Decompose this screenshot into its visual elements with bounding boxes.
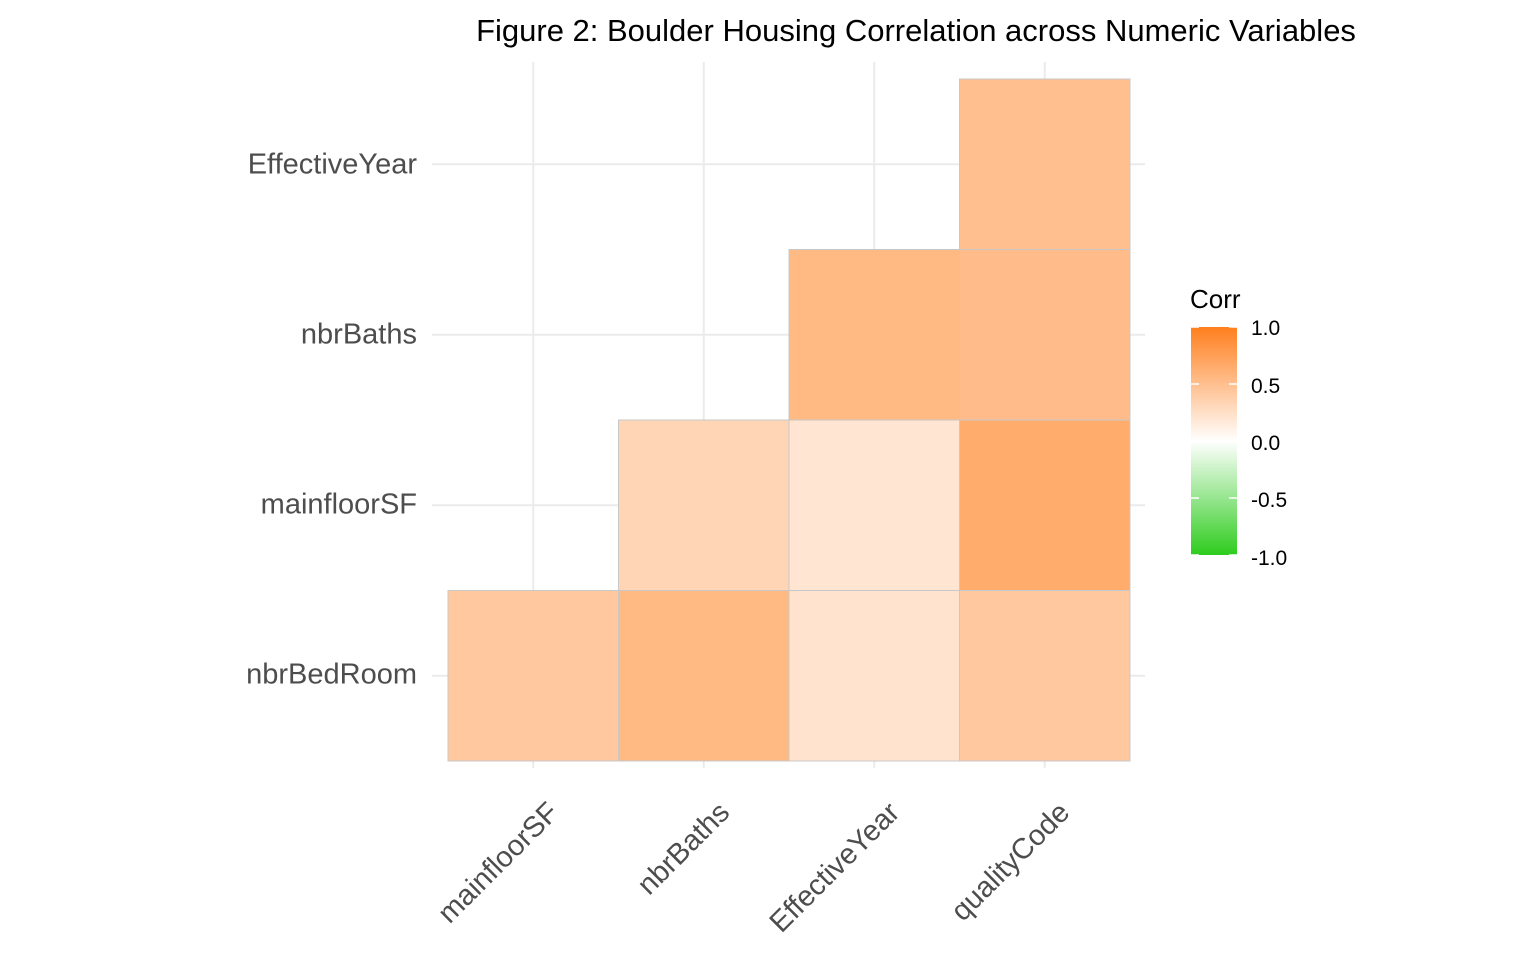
legend-title: Corr (1190, 284, 1241, 314)
heatmap-cell (618, 419, 790, 591)
y-tick-label: nbrBedRoom (246, 659, 417, 691)
heatmap-cell (959, 249, 1131, 421)
x-axis: mainfloorSF nbrBaths EffectiveYear quali… (432, 796, 1076, 939)
legend-ticks (1191, 326, 1237, 556)
heatmap-cell (447, 590, 619, 762)
legend-label: 0.0 (1251, 432, 1280, 455)
x-tick-label: qualityCode (945, 796, 1076, 927)
legend-label: 1.0 (1251, 317, 1280, 340)
legend-label: 0.5 (1251, 375, 1280, 398)
heatmap-cell (959, 78, 1131, 250)
heatmap-cell (618, 590, 790, 762)
x-tick-label: EffectiveYear (764, 796, 907, 939)
y-tick-label: nbrBaths (301, 319, 417, 351)
chart-title: Figure 2: Boulder Housing Correlation ac… (476, 13, 1356, 48)
heatmap-cell (788, 419, 960, 591)
x-tick-label: nbrBaths (631, 796, 736, 901)
heatmap-tiles (447, 78, 1131, 762)
y-tick-label: EffectiveYear (248, 149, 418, 181)
heatmap-cell (959, 590, 1131, 762)
legend: Corr 1.0 0.5 0.0 -0.5 -1.0 (1190, 284, 1287, 570)
heatmap-cell (959, 419, 1131, 591)
x-tick-label: mainfloorSF (432, 796, 565, 929)
heatmap-cell (788, 249, 960, 421)
y-tick-label: mainfloorSF (261, 489, 417, 521)
legend-label: -0.5 (1251, 489, 1287, 512)
heatmap-cell (788, 590, 960, 762)
y-axis: nbrBedRoom mainfloorSF nbrBaths Effectiv… (246, 149, 417, 691)
legend-label: -1.0 (1251, 547, 1287, 570)
